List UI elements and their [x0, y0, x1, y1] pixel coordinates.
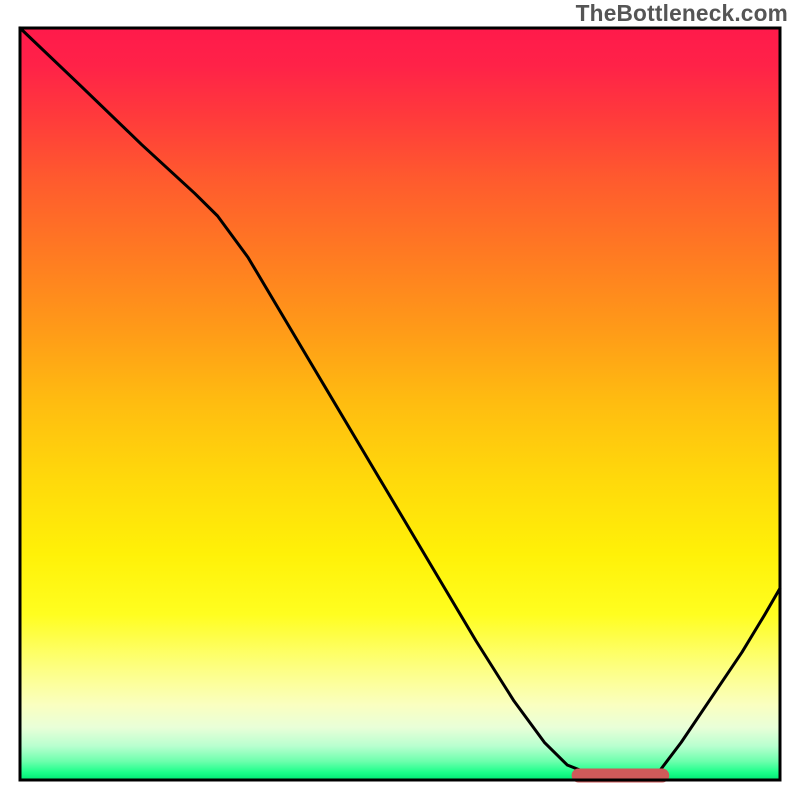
- plot-background-gradient: [20, 28, 780, 780]
- figure-container: TheBottleneck.com: [0, 0, 800, 800]
- bottleneck-chart: [0, 0, 800, 800]
- watermark-text: TheBottleneck.com: [576, 0, 788, 27]
